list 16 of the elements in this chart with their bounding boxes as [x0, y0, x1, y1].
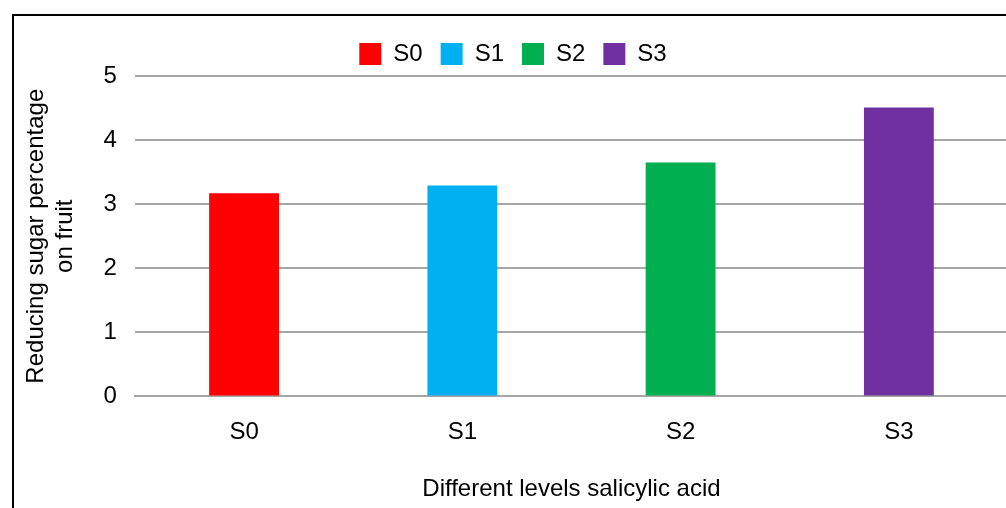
y-tick-label: 5 — [103, 60, 117, 88]
x-tick-label: S0 — [229, 417, 259, 445]
y-axis-title: Reducing sugar percentage on fruit — [21, 88, 77, 384]
x-tick-label: S3 — [884, 417, 914, 445]
legend-label: S0 — [393, 38, 423, 66]
y-tick-label: 4 — [103, 124, 117, 152]
legend-label: S1 — [474, 38, 504, 66]
y-tick-label: 2 — [103, 252, 117, 280]
legend-label: S3 — [637, 38, 667, 66]
x-tick-label: S1 — [447, 417, 478, 445]
y-tick-label: 3 — [103, 188, 117, 216]
x-axis-title: Different levels salicylic acid — [422, 474, 721, 502]
y-tick-label: 1 — [103, 316, 117, 344]
y-tick-label: 0 — [103, 381, 117, 409]
legend-label: S2 — [556, 38, 586, 66]
x-tick-label: S2 — [665, 417, 696, 445]
